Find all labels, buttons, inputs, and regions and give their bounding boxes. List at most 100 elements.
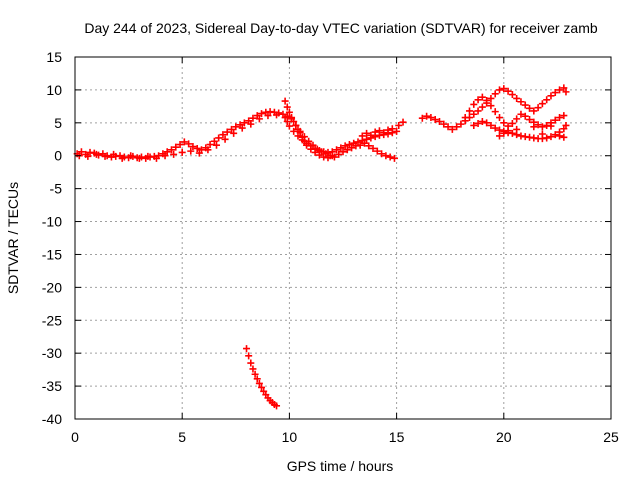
data-point: [255, 115, 263, 123]
data-point: [474, 96, 482, 104]
data-point: [496, 132, 504, 140]
data-point: [247, 359, 255, 367]
data-point: [221, 135, 229, 143]
data-point: [457, 120, 465, 128]
data-point: [517, 98, 525, 106]
data-point: [448, 125, 456, 133]
data-point: [560, 133, 568, 141]
data-point: [247, 120, 255, 128]
chart-title: Day 244 of 2023, Sidereal Day-to-day VTE…: [84, 20, 597, 36]
data-point: [508, 91, 516, 99]
data-point: [303, 141, 311, 149]
data-point: [167, 146, 175, 154]
data-point: [517, 110, 525, 118]
ticks-layer: 0 5 10 15 20 25 15 10 5 0 -5 -10 -15 -20 -25 -30 -35 -40: [42, 49, 619, 445]
data-point: [245, 352, 253, 360]
data-point: [324, 154, 332, 162]
data-point: [298, 133, 306, 141]
data-point: [491, 90, 499, 98]
data-point: [526, 104, 534, 112]
data-point: [77, 148, 85, 156]
data-point: [219, 131, 227, 139]
data-point: [386, 153, 394, 161]
data-point: [474, 107, 482, 115]
data-point: [508, 129, 516, 137]
data-point: [399, 118, 407, 126]
data-point: [508, 119, 516, 127]
data-point: [285, 108, 293, 116]
data-point: [547, 122, 555, 130]
data-point: [369, 144, 377, 152]
data-point: [281, 97, 289, 105]
data-point: [371, 128, 379, 136]
marks-layer: [73, 84, 570, 410]
data-point: [213, 141, 221, 149]
data-point: [300, 137, 308, 145]
data-point: [232, 123, 240, 131]
data-point: [534, 104, 542, 112]
data-point: [504, 87, 512, 95]
data-point: [288, 114, 296, 122]
data-point: [101, 152, 109, 160]
data-point: [180, 138, 188, 146]
data-point: [543, 96, 551, 104]
data-point: [273, 402, 281, 410]
data-point: [500, 129, 508, 137]
data-point: [538, 130, 546, 138]
data-point: [161, 152, 169, 160]
y-tick-label: -5: [50, 181, 63, 197]
data-point: [178, 148, 186, 156]
data-point: [335, 150, 343, 158]
data-point: [193, 144, 201, 152]
x-axis-label: GPS time / hours: [287, 458, 394, 474]
data-point: [418, 114, 426, 122]
data-point: [382, 152, 390, 160]
data-point: [163, 148, 171, 156]
data-point: [251, 370, 259, 378]
data-point: [240, 119, 248, 127]
data-point: [538, 123, 546, 131]
data-point: [230, 129, 238, 137]
data-point: [258, 383, 266, 391]
data-point: [551, 116, 559, 124]
data-point: [470, 121, 478, 129]
data-point: [283, 112, 291, 120]
data-point: [223, 128, 231, 136]
data-point: [290, 118, 298, 126]
data-point: [365, 142, 373, 150]
data-point: [380, 129, 388, 137]
plot-frame: [74, 56, 612, 420]
data-point: [127, 152, 135, 160]
data-point: [496, 86, 504, 94]
data-point: [341, 142, 349, 150]
data-point: [144, 152, 152, 160]
data-point: [152, 154, 160, 162]
data-point: [337, 144, 345, 152]
data-point: [292, 121, 300, 129]
data-point: [195, 149, 203, 157]
data-point: [427, 114, 435, 122]
data-point: [328, 152, 336, 160]
data-point: [360, 139, 368, 147]
data-point: [375, 127, 383, 135]
grid-layer: [75, 57, 611, 419]
x-tick-label: 15: [389, 429, 405, 445]
data-point: [513, 94, 521, 102]
y-tick-label: -15: [42, 246, 62, 262]
data-point: [478, 103, 486, 111]
data-point: [373, 147, 381, 155]
data-point: [189, 143, 197, 151]
data-point: [551, 131, 559, 139]
data-point: [384, 126, 392, 134]
data-point: [431, 116, 439, 124]
data-point: [176, 141, 184, 149]
data-point: [118, 154, 126, 162]
data-point: [309, 141, 317, 149]
data-point: [465, 107, 473, 115]
data-point: [491, 108, 499, 116]
data-point: [356, 141, 364, 149]
data-point: [333, 146, 341, 154]
data-point: [530, 123, 538, 131]
data-point: [556, 114, 564, 122]
data-point: [395, 121, 403, 129]
